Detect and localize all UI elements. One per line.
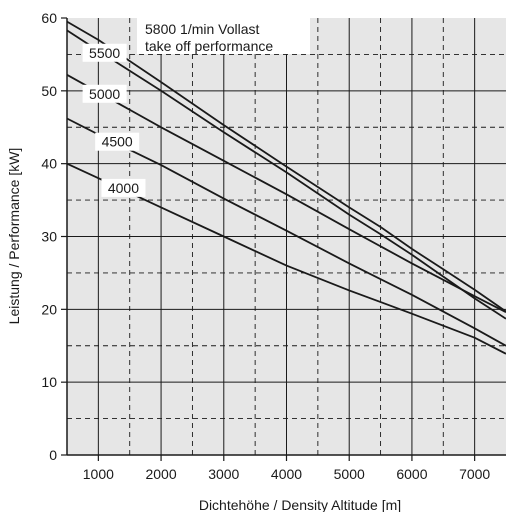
x-tick-label: 6000 [396, 466, 427, 482]
x-axis-title: Dichtehöhe / Density Altitude [m] [199, 497, 401, 512]
series-lines [66, 20, 506, 355]
series-label-box [95, 132, 140, 151]
x-tick-label: 1000 [83, 466, 114, 482]
series-label: 5500 [89, 45, 120, 61]
annotation-line-2: take off performance [145, 38, 273, 54]
series-label: 4000 [108, 180, 139, 196]
x-tick-label: 4000 [271, 466, 302, 482]
series-line [66, 29, 506, 320]
series-label-box [82, 84, 127, 103]
x-tick-label: 5000 [334, 466, 365, 482]
y-tick-label: 10 [41, 374, 57, 390]
series-label-box [101, 178, 146, 197]
x-tick-label: 2000 [145, 466, 176, 482]
y-tick-label: 40 [41, 156, 57, 172]
annotation-box [137, 18, 310, 54]
y-tick-label: 0 [49, 447, 57, 463]
series-label-box [82, 43, 127, 62]
y-tick-label: 50 [41, 83, 57, 99]
series-line [66, 20, 506, 313]
y-tick-label: 30 [41, 229, 57, 245]
series-label: 4500 [102, 134, 133, 150]
series-label: 5000 [89, 86, 120, 102]
x-tick-label: 7000 [459, 466, 490, 482]
annotation-line-1: 5800 1/min Vollast [145, 21, 260, 37]
x-tick-label: 3000 [208, 466, 239, 482]
y-axis-title: Leistung / Performance [kW] [6, 148, 22, 325]
series-line [66, 74, 506, 314]
axes: 0 10 20 30 40 50 60 1000 2000 3000 4000 5000 6000 700… [41, 10, 506, 482]
series-labels: 5500 5000 4500 4000 [82, 43, 146, 197]
y-tick-label: 20 [41, 301, 57, 317]
y-tick-label: 60 [41, 10, 57, 26]
